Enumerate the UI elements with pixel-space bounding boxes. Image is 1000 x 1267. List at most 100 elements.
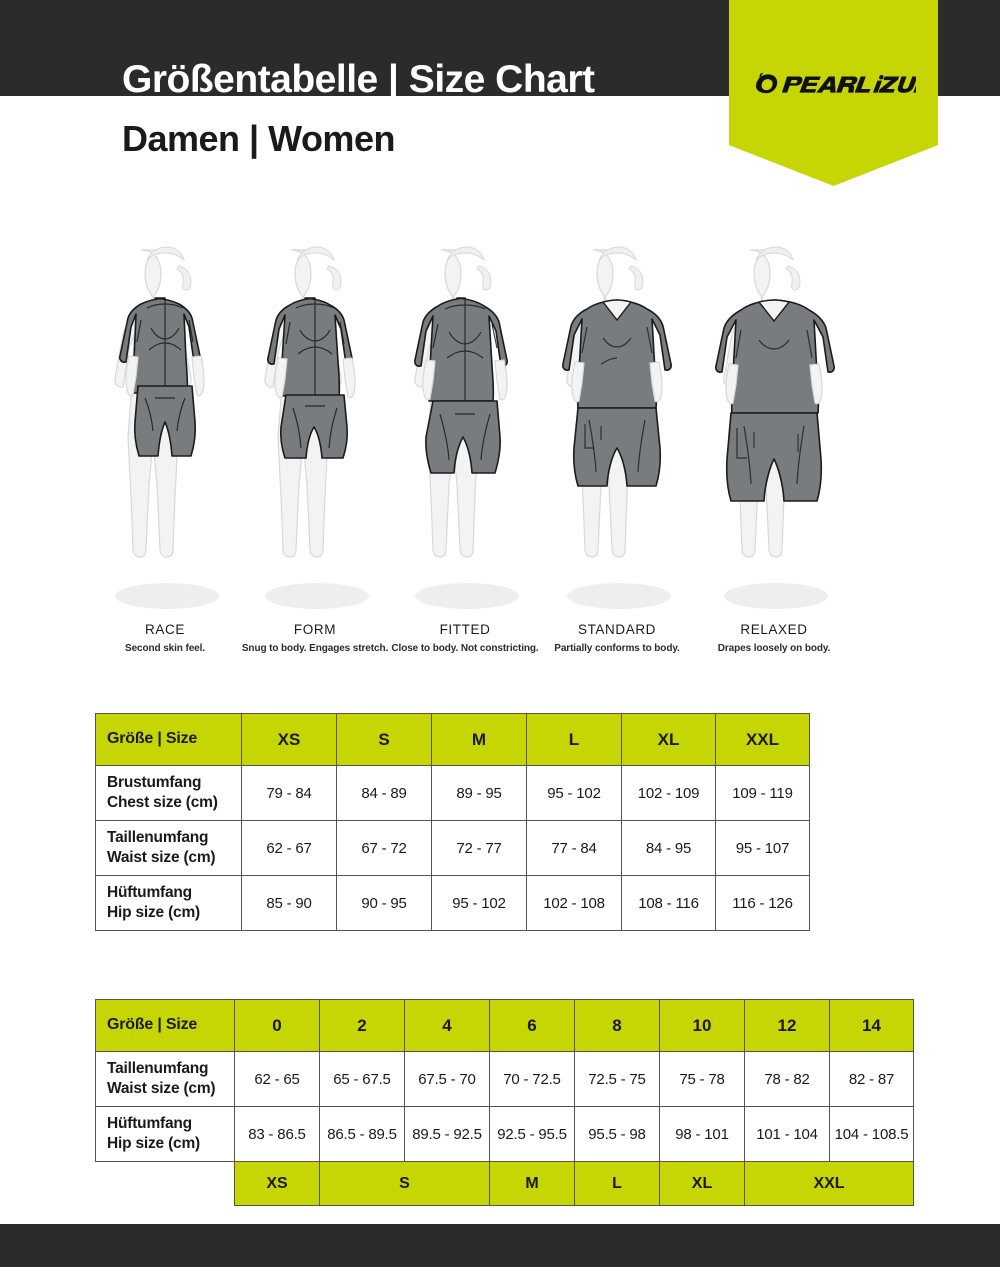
- fit-figure-race: RACE Second skin feel.: [75, 228, 255, 658]
- row-label-waist: Taillenumfang Waist size (cm): [95, 820, 242, 876]
- fit-figure-standard: STANDARD Partially conforms to body.: [527, 228, 707, 658]
- cell-chest-xxl: 109 - 119: [715, 765, 810, 821]
- fit-label: RACE: [145, 622, 185, 637]
- fit-figure-form: FORM Snug to body. Engages stretch.: [225, 228, 405, 658]
- cell-hip-12: 101 - 104: [744, 1106, 830, 1162]
- column-header-2: 2: [319, 999, 405, 1052]
- cell-chest-s: 84 - 89: [336, 765, 432, 821]
- size-table-numeric: Größe | Size 0 2 4 6 8 10 12 14 Taillenu…: [95, 999, 914, 1206]
- size-mapping-row: XS S M L XL XXL: [95, 1161, 914, 1206]
- row-label-de: Taillenumfang: [107, 1060, 209, 1078]
- size-mapping-xxl: XXL: [744, 1161, 914, 1206]
- column-header-8: 8: [574, 999, 660, 1052]
- cell-waist-2: 65 - 67.5: [319, 1051, 405, 1107]
- row-label-de: Taillenumfang: [107, 829, 209, 847]
- size-mapping-xl: XL: [659, 1161, 745, 1206]
- cell-waist-6: 70 - 72.5: [489, 1051, 575, 1107]
- fit-figure-relaxed: RELAXED Drapes loosely on body.: [684, 228, 864, 658]
- row-label-en: Hip size (cm): [107, 1135, 201, 1152]
- size-mapping-xs: XS: [234, 1161, 320, 1206]
- table-corner-label: Größe | Size: [95, 999, 235, 1052]
- fit-label: RELAXED: [740, 622, 808, 637]
- column-header-4: 4: [404, 999, 490, 1052]
- pearl-izumi-logo-icon: ®: [752, 72, 947, 98]
- column-header-xl: XL: [621, 713, 716, 766]
- row-label-en: Chest size (cm): [107, 794, 218, 811]
- column-header-s: S: [336, 713, 432, 766]
- column-header-10: 10: [659, 999, 745, 1052]
- standard-illustration-icon: [562, 246, 672, 609]
- fit-figure-fitted: FITTED Close to body. Not constricting.: [375, 228, 555, 658]
- cell-chest-m: 89 - 95: [431, 765, 527, 821]
- row-label-hip: Hüftumfang Hip size (cm): [95, 875, 242, 931]
- footer-bar: [0, 1224, 1000, 1267]
- cell-hip-4: 89.5 - 92.5: [404, 1106, 490, 1162]
- table-row-hip: Hüftumfang Hip size (cm) 83 - 86.5 86.5 …: [95, 1106, 914, 1162]
- size-mapping-l: L: [574, 1161, 660, 1206]
- cell-waist-m: 72 - 77: [431, 820, 527, 876]
- cell-hip-14: 104 - 108.5: [829, 1106, 914, 1162]
- size-mapping-m: M: [489, 1161, 575, 1206]
- cell-hip-6: 92.5 - 95.5: [489, 1106, 575, 1162]
- table-row-hip: Hüftumfang Hip size (cm) 85 - 90 90 - 95…: [95, 875, 810, 931]
- size-mapping-spacer: [95, 1161, 235, 1206]
- row-label-chest: Brustumfang Chest size (cm): [95, 765, 242, 821]
- cell-waist-s: 67 - 72: [336, 820, 432, 876]
- fit-description: Partially conforms to body.: [554, 643, 680, 654]
- cell-hip-xs: 85 - 90: [241, 875, 337, 931]
- size-table-letter: Größe | Size XS S M L XL XXL Brustumfang…: [95, 713, 810, 931]
- cell-waist-l: 77 - 84: [526, 820, 622, 876]
- cell-hip-0: 83 - 86.5: [234, 1106, 320, 1162]
- fit-description: Close to body. Not constricting.: [391, 643, 539, 654]
- column-header-12: 12: [744, 999, 830, 1052]
- form-illustration-icon: [264, 246, 369, 609]
- row-label-en: Waist size (cm): [107, 849, 216, 866]
- svg-text:®: ®: [902, 77, 905, 82]
- cell-chest-xs: 79 - 84: [241, 765, 337, 821]
- cell-chest-xl: 102 - 109: [621, 765, 716, 821]
- relaxed-illustration-icon: [715, 246, 835, 609]
- fitted-illustration-icon: [414, 246, 519, 609]
- column-header-l: L: [526, 713, 622, 766]
- cell-hip-xxl: 116 - 126: [715, 875, 810, 931]
- fit-figures-row: RACE Second skin feel.: [0, 228, 1000, 658]
- column-header-m: M: [431, 713, 527, 766]
- fit-description: Second skin feel.: [125, 643, 205, 654]
- cell-waist-xs: 62 - 67: [241, 820, 337, 876]
- cell-waist-12: 78 - 82: [744, 1051, 830, 1107]
- cell-hip-8: 95.5 - 98: [574, 1106, 660, 1162]
- table-corner-label: Größe | Size: [95, 713, 242, 766]
- column-header-xs: XS: [241, 713, 337, 766]
- table-row-chest: Brustumfang Chest size (cm) 79 - 84 84 -…: [95, 765, 810, 821]
- size-mapping-s: S: [319, 1161, 490, 1206]
- table-row-waist: Taillenumfang Waist size (cm) 62 - 65 65…: [95, 1051, 914, 1107]
- column-header-6: 6: [489, 999, 575, 1052]
- page-subtitle: Damen | Women: [122, 118, 395, 159]
- cell-hip-2: 86.5 - 89.5: [319, 1106, 405, 1162]
- cell-waist-xxl: 95 - 107: [715, 820, 810, 876]
- fit-label: FITTED: [439, 622, 491, 637]
- row-label-en: Hip size (cm): [107, 904, 201, 921]
- fit-label: FORM: [293, 622, 337, 637]
- race-illustration-icon: [114, 246, 219, 609]
- cell-hip-10: 98 - 101: [659, 1106, 745, 1162]
- cell-waist-4: 67.5 - 70: [404, 1051, 490, 1107]
- row-label-en: Waist size (cm): [107, 1080, 216, 1097]
- fit-label: STANDARD: [577, 622, 657, 637]
- column-header-0: 0: [234, 999, 320, 1052]
- cell-waist-0: 62 - 65: [234, 1051, 320, 1107]
- table-row-waist: Taillenumfang Waist size (cm) 62 - 67 67…: [95, 820, 810, 876]
- cell-waist-10: 75 - 78: [659, 1051, 745, 1107]
- fit-description: Drapes loosely on body.: [717, 643, 831, 654]
- column-header-14: 14: [829, 999, 914, 1052]
- cell-chest-l: 95 - 102: [526, 765, 622, 821]
- cell-waist-xl: 84 - 95: [621, 820, 716, 876]
- cell-hip-l: 102 - 108: [526, 875, 622, 931]
- row-label-de: Brustumfang: [107, 774, 202, 792]
- page-title: Größentabelle | Size Chart: [122, 58, 595, 101]
- cell-waist-8: 72.5 - 75: [574, 1051, 660, 1107]
- row-label-de: Hüftumfang: [107, 1115, 192, 1133]
- fit-description: Snug to body. Engages stretch.: [241, 643, 389, 654]
- cell-hip-m: 95 - 102: [431, 875, 527, 931]
- cell-hip-s: 90 - 95: [336, 875, 432, 931]
